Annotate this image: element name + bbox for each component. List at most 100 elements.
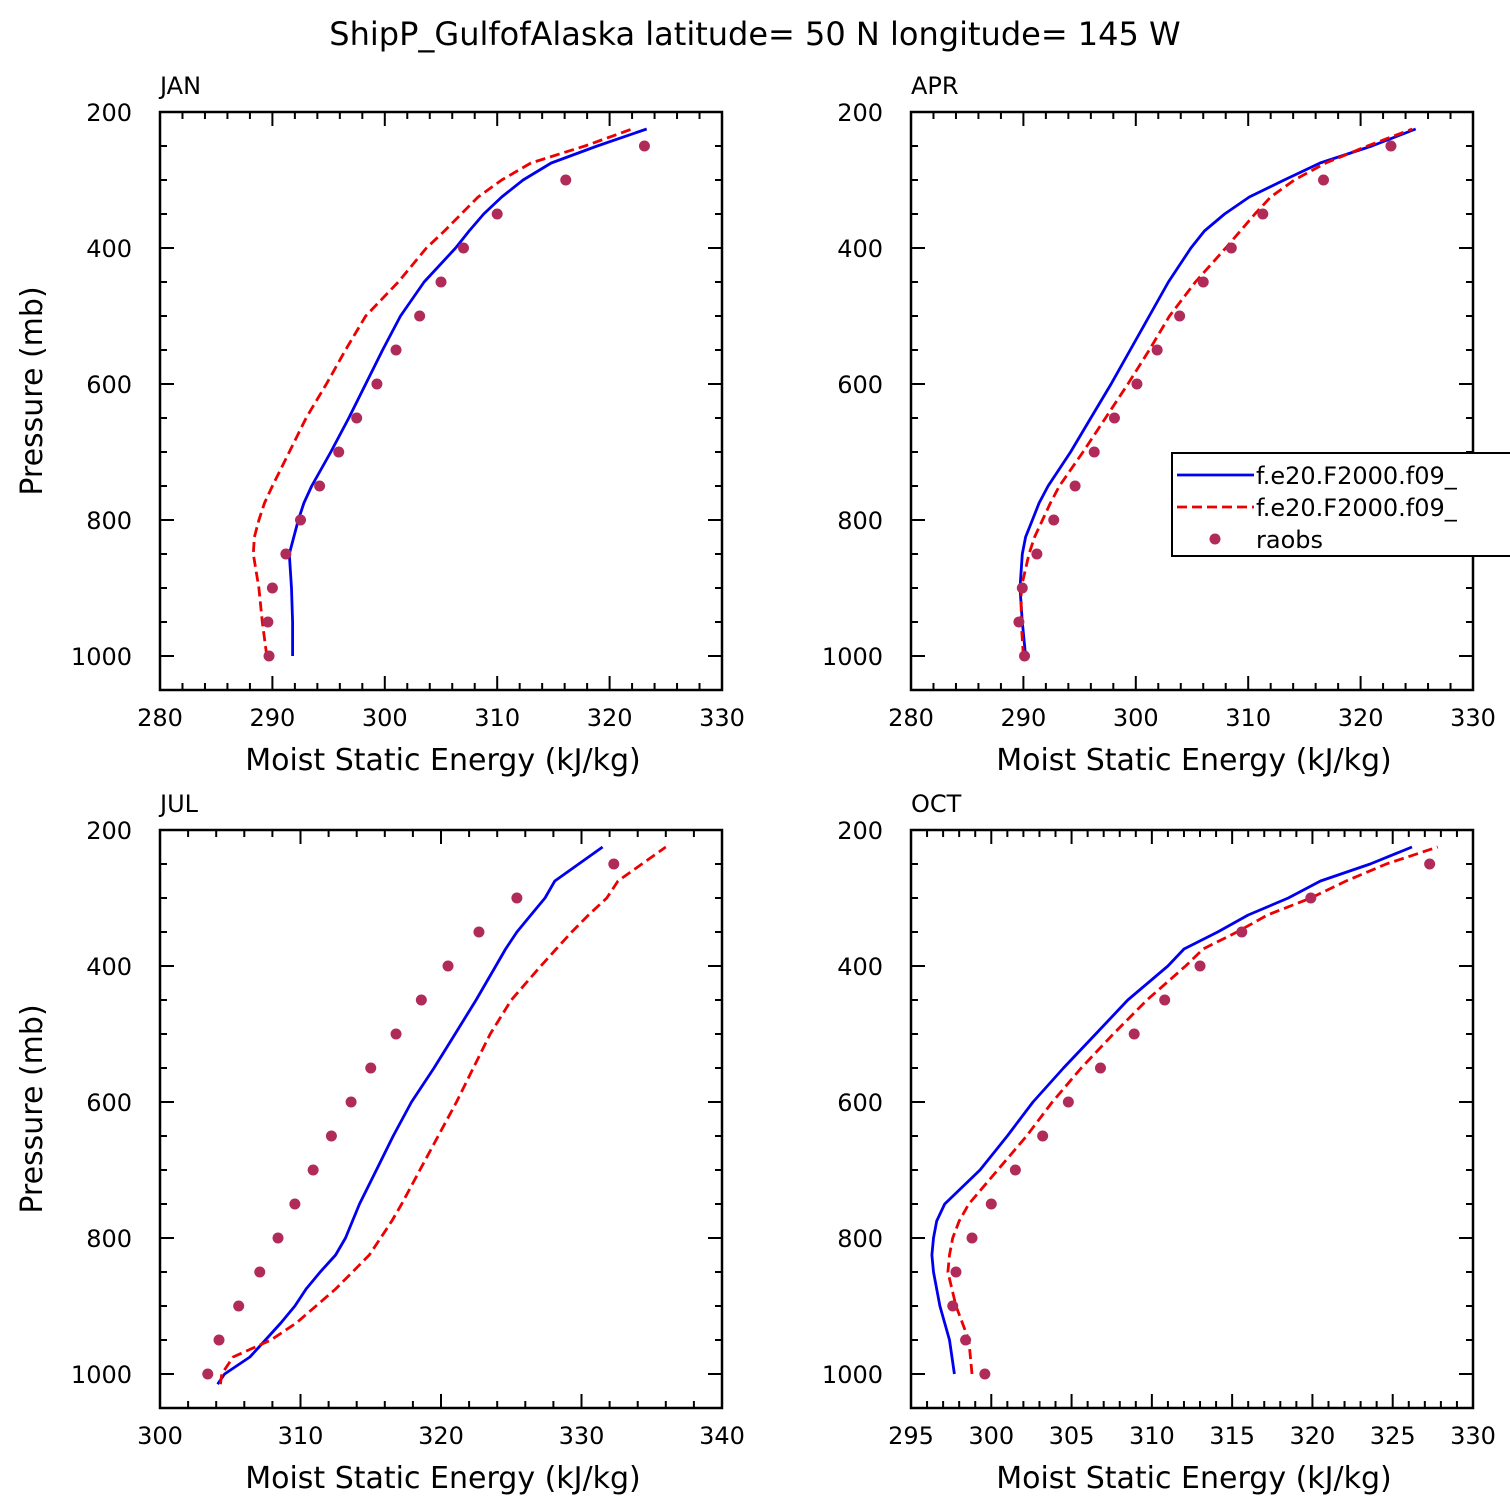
raobs-point — [1318, 174, 1330, 186]
raobs-point — [1236, 926, 1248, 938]
raobs-point — [266, 582, 278, 594]
raobs-point — [272, 1232, 284, 1244]
y-tick-label: 800 — [86, 507, 132, 535]
raobs-point — [1108, 412, 1120, 424]
raobs-point — [351, 412, 363, 424]
raobs-point — [280, 548, 292, 560]
raobs-point — [1128, 1028, 1140, 1040]
raobs-point — [511, 892, 523, 904]
raobs-point — [1062, 1096, 1074, 1108]
raobs-point — [1088, 446, 1100, 458]
model-line-solid — [930, 845, 1413, 1375]
raobs-point — [333, 446, 345, 458]
x-tick-label: 340 — [699, 1422, 745, 1450]
x-tick-label: 310 — [474, 704, 520, 732]
panel-title: OCT — [911, 790, 962, 818]
x-tick-label: 320 — [1338, 704, 1384, 732]
raobs-point — [1069, 480, 1081, 492]
panel-oct: OCT 295 300 305 310 315 320 325 330 200 400 600 800 1… — [822, 790, 1496, 1496]
raobs-point — [390, 344, 402, 356]
x-tick-label: 290 — [249, 704, 295, 732]
raobs-point — [1031, 548, 1043, 560]
y-tick-label: 1000 — [71, 1361, 132, 1389]
y-tick-label: 1000 — [822, 1361, 883, 1389]
x-tick-label: 290 — [1000, 704, 1046, 732]
raobs-point — [950, 1266, 962, 1278]
plot-frame — [158, 110, 724, 692]
x-tick-label: 310 — [1129, 1422, 1175, 1450]
raobs-point — [1048, 514, 1060, 526]
y-tick-label: 400 — [86, 235, 132, 263]
raobs-point — [1305, 892, 1317, 904]
y-tick-label: 200 — [86, 817, 132, 845]
raobs-point — [1194, 960, 1206, 972]
x-tick-label: 310 — [1225, 704, 1271, 732]
raobs-point — [345, 1096, 357, 1108]
raobs-point — [1385, 140, 1397, 152]
legend-marker — [1209, 533, 1221, 545]
x-axis-label: Moist Static Energy (kJ/kg) — [245, 743, 641, 778]
y-tick-label: 200 — [86, 99, 132, 127]
x-tick-label: 300 — [362, 704, 408, 732]
x-axis-label: Moist Static Energy (kJ/kg) — [245, 1461, 641, 1496]
y-tick-label: 1000 — [71, 643, 132, 671]
x-tick-label: 305 — [1049, 1422, 1095, 1450]
figure-title: ShipP_GulfofAlaska latitude= 50 N longit… — [329, 15, 1180, 53]
raobs-point — [435, 276, 447, 288]
raobs-point — [1094, 1062, 1106, 1074]
model-line-dashed — [219, 845, 667, 1385]
raobs-point — [1009, 1164, 1021, 1176]
raobs-point — [491, 208, 503, 220]
raobs-point — [202, 1368, 214, 1380]
x-tick-label: 330 — [559, 1422, 605, 1450]
raobs-point — [233, 1300, 245, 1312]
raobs-point — [947, 1300, 959, 1312]
raobs-point — [262, 616, 274, 628]
x-tick-label: 320 — [418, 1422, 464, 1450]
y-axis-label: Pressure (mb) — [15, 286, 50, 495]
y-tick-label: 600 — [86, 1089, 132, 1117]
x-tick-label: 320 — [587, 704, 633, 732]
raobs-point — [1424, 858, 1436, 870]
y-tick-label: 600 — [837, 1089, 883, 1117]
raobs-point — [325, 1130, 337, 1142]
raobs-point — [638, 140, 650, 152]
x-axis-label: Moist Static Energy (kJ/kg) — [996, 1461, 1392, 1496]
raobs-point — [213, 1334, 225, 1346]
raobs-point — [979, 1368, 991, 1380]
plot-frame — [158, 828, 724, 1410]
raobs-point — [414, 310, 426, 322]
raobs-point — [307, 1164, 319, 1176]
legend-label: f.e20.F2000.f09_ — [1256, 494, 1458, 522]
plot-frame — [909, 110, 1475, 692]
raobs-point — [289, 1198, 301, 1210]
x-tick-label: 320 — [1290, 1422, 1336, 1450]
x-tick-label: 300 — [137, 1422, 183, 1450]
raobs-point — [608, 858, 620, 870]
raobs-point — [442, 960, 454, 972]
y-axis-label: Pressure (mb) — [15, 1004, 50, 1213]
raobs-point — [415, 994, 427, 1006]
y-tick-label: 400 — [837, 235, 883, 263]
legend-label: raobs — [1256, 526, 1323, 554]
raobs-point — [1037, 1130, 1049, 1142]
y-tick-label: 400 — [837, 953, 883, 981]
y-tick-label: 1000 — [822, 643, 883, 671]
raobs-point — [365, 1062, 377, 1074]
x-tick-label: 310 — [278, 1422, 324, 1450]
panel-apr: APR 280 290 300 310 320 330 200 400 600 800 1000 Moi… — [822, 72, 1496, 778]
model-line-dashed — [1019, 127, 1413, 657]
raobs-point — [960, 1334, 972, 1346]
model-line-solid — [216, 845, 604, 1385]
raobs-point — [1257, 208, 1269, 220]
model-line-dashed — [946, 845, 1439, 1375]
model-line-solid — [287, 127, 648, 656]
raobs-point — [1131, 378, 1143, 390]
raobs-point — [1013, 616, 1025, 628]
y-tick-label: 600 — [837, 371, 883, 399]
raobs-point — [390, 1028, 402, 1040]
panel-title: JAN — [158, 72, 201, 100]
legend: f.e20.F2000.f09_ f.e20.F2000.f09_raobs — [1171, 452, 1510, 557]
raobs-point — [295, 514, 306, 526]
